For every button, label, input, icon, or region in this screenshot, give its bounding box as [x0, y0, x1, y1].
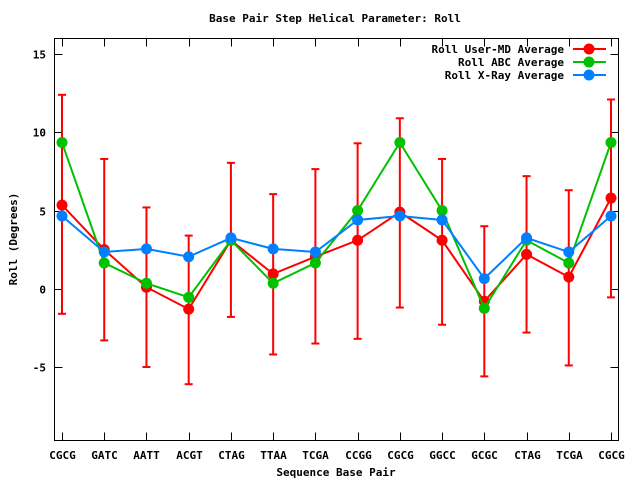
series-0 [56, 192, 617, 315]
x-tick-label: TTAA [260, 449, 287, 462]
data-point [478, 273, 490, 285]
data-point [140, 243, 152, 255]
data-point [478, 302, 490, 314]
x-tick-label: TCGA [302, 449, 329, 462]
data-point [309, 257, 321, 269]
x-tick-label: CGCG [598, 449, 625, 462]
x-tick-label: CGCG [49, 449, 76, 462]
series-1 [56, 137, 617, 314]
data-point [183, 251, 195, 263]
data-point [183, 291, 195, 303]
data-point [394, 137, 406, 149]
data-point [267, 268, 279, 280]
data-point [56, 199, 68, 211]
data-point [563, 271, 575, 283]
plot-frame [54, 38, 619, 441]
data-point [436, 234, 448, 246]
data-point [225, 232, 237, 244]
x-tick-label: CGCG [387, 449, 414, 462]
y-tick-label: 10 [33, 127, 46, 140]
x-tick-label: CTAG [218, 449, 245, 462]
data-point [436, 205, 448, 217]
data-point [267, 243, 279, 255]
x-tick-label: AATT [133, 449, 160, 462]
y-tick-label: 15 [33, 49, 46, 62]
y-tick-label: -5 [33, 362, 46, 375]
legend-label: Roll User-MD Average [432, 43, 565, 56]
data-point [309, 246, 321, 258]
x-tick-label: GGCC [429, 449, 456, 462]
y-axis-label: Roll (Degrees) [7, 193, 20, 286]
data-point [394, 210, 406, 222]
x-tick-label: ACGT [176, 449, 203, 462]
data-point [352, 205, 364, 217]
data-point [563, 246, 575, 258]
data-point [56, 137, 68, 149]
legend-marker [583, 69, 595, 81]
y-tick-label: 0 [39, 284, 46, 297]
data-point [352, 234, 364, 246]
series-line [61, 197, 612, 311]
series-2 [56, 210, 617, 285]
legend-label: Roll ABC Average [458, 56, 564, 69]
data-point [605, 192, 617, 204]
data-point [267, 277, 279, 289]
legend-label: Roll X-Ray Average [445, 69, 565, 82]
data-point [563, 257, 575, 269]
data-point [98, 257, 110, 269]
series-line [61, 215, 612, 281]
data-point [56, 210, 68, 222]
data-point [605, 137, 617, 149]
x-tick-label: CTAG [514, 449, 541, 462]
legend-marker [583, 56, 595, 68]
x-tick-label: TCGA [556, 449, 583, 462]
data-point [436, 214, 448, 226]
x-tick-label: GCGC [471, 449, 498, 462]
y-tick-label: 5 [39, 206, 46, 219]
x-tick-label: CCGG [345, 449, 372, 462]
data-point [521, 232, 533, 244]
data-point [352, 214, 364, 226]
data-point [521, 248, 533, 260]
data-point [140, 277, 152, 289]
data-point [98, 246, 110, 258]
x-axis-label: Sequence Base Pair [276, 466, 396, 479]
data-point [183, 303, 195, 315]
data-point [605, 210, 617, 222]
x-tick-label: GATC [91, 449, 118, 462]
chart-title: Base Pair Step Helical Parameter: Roll [209, 12, 461, 25]
legend-marker [583, 43, 595, 55]
